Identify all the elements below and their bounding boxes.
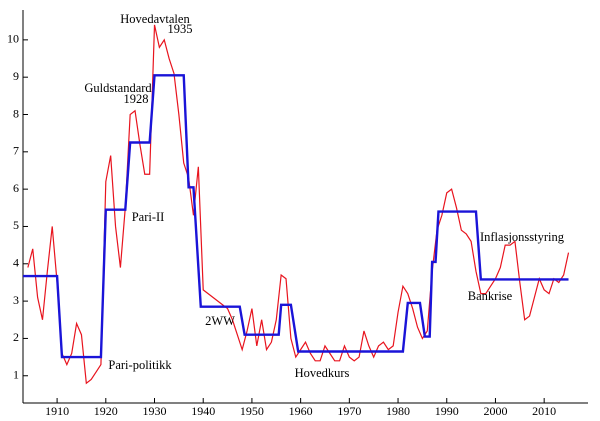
series-line [27, 24, 570, 385]
x-tick-label: 1950 [240, 404, 264, 418]
series-line [23, 74, 569, 359]
y-tick-label: 4 [13, 256, 19, 270]
y-tick-label: 2 [13, 330, 19, 344]
y-tick-label: 6 [13, 181, 19, 195]
y-tick-label: 10 [7, 32, 19, 46]
annotation: Pari-politikk [108, 358, 172, 372]
x-tick-label: 1990 [435, 404, 459, 418]
annotation: Pari-II [132, 210, 165, 224]
y-tick-label: 1 [13, 368, 19, 382]
annotation: 1928 [124, 92, 149, 106]
annotation: 1935 [168, 22, 193, 36]
y-tick-label: 3 [13, 293, 19, 307]
x-tick-label: 1930 [143, 404, 167, 418]
annotation: 2WW [205, 314, 235, 328]
x-tick-label: 1920 [94, 404, 118, 418]
annotation: Inflasjonsstyring [480, 230, 565, 244]
annotation: Hovedkurs [295, 366, 350, 380]
y-tick-label: 7 [13, 144, 19, 158]
annotation: Hovedavtalen [120, 12, 190, 26]
x-tick-label: 1960 [289, 404, 313, 418]
annotation: Bankrise [468, 289, 513, 303]
y-tick-label: 9 [13, 69, 19, 83]
x-tick-label: 2010 [532, 404, 556, 418]
y-tick-label: 5 [13, 218, 19, 232]
x-tick-label: 1980 [386, 404, 410, 418]
x-tick-label: 1910 [45, 404, 69, 418]
annotation: Guldstandard [84, 81, 152, 95]
x-tick-label: 2000 [483, 404, 507, 418]
y-tick-label: 8 [13, 106, 19, 120]
x-tick-label: 1970 [337, 404, 361, 418]
x-tick-label: 1940 [191, 404, 215, 418]
